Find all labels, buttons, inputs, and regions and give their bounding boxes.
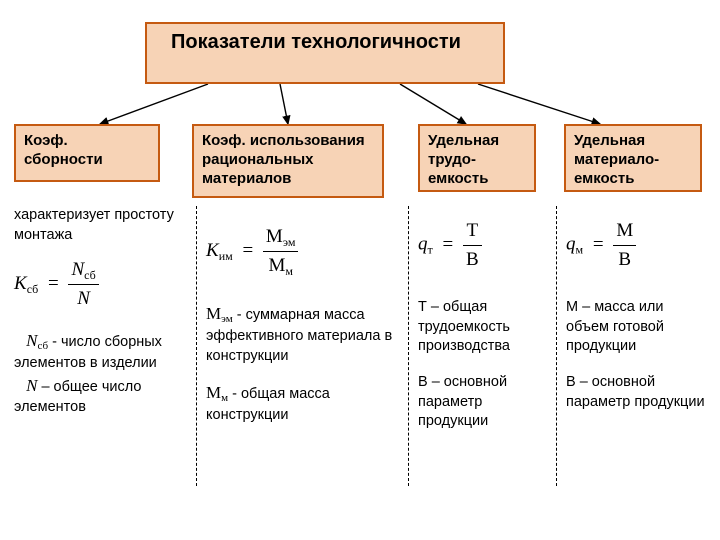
- col1-desc1: Nсб - число сборных элементов в изделии: [14, 330, 188, 373]
- col3-desc1: Т – общая трудоемкость производства: [418, 298, 552, 357]
- col2-desc1: Мэм - суммарная масса эффективного матер…: [206, 303, 404, 366]
- col2-formula: Kим = Мэм Мм: [206, 224, 404, 279]
- col2-desc2: Мм - общая масса конструкции: [206, 382, 404, 425]
- col4-desc2: В – основной параметр продукции: [566, 373, 706, 412]
- category-box-trudoemkost: Удельная трудо-емкость: [418, 124, 536, 192]
- category-box-materialoemkost: Удельная материало-емкость: [564, 124, 702, 192]
- col1-desc2: N – общее число элементов: [14, 375, 188, 418]
- category-box-sbornost: Коэф. сборности: [14, 124, 160, 182]
- divider-1: [196, 206, 197, 486]
- col3-desc2: В – основной параметр продукции: [418, 373, 552, 432]
- title-box: Показатели технологичности: [145, 22, 505, 84]
- col3-formula: qт = Т В: [418, 218, 552, 272]
- column-materialoemkost: qм = М В М – масса или объем готовой про…: [566, 206, 706, 506]
- divider-3: [556, 206, 557, 486]
- column-trudoemkost: qт = Т В Т – общая трудоемкость производ…: [418, 206, 552, 506]
- col1-formula: Kсб = Nсб N: [14, 257, 188, 312]
- column-sbornost: характеризует простоту монтажа Kсб = Nсб…: [14, 206, 188, 506]
- divider-2: [408, 206, 409, 486]
- col1-intro: характеризует простоту монтажа: [14, 206, 188, 245]
- col4-desc1: М – масса или объем готовой продукции: [566, 298, 706, 357]
- col4-formula: qм = М В: [566, 218, 706, 272]
- column-materials: Kим = Мэм Мм Мэм - суммарная масса эффек…: [206, 206, 404, 506]
- category-box-materials: Коэф. использования рациональных материа…: [192, 124, 384, 198]
